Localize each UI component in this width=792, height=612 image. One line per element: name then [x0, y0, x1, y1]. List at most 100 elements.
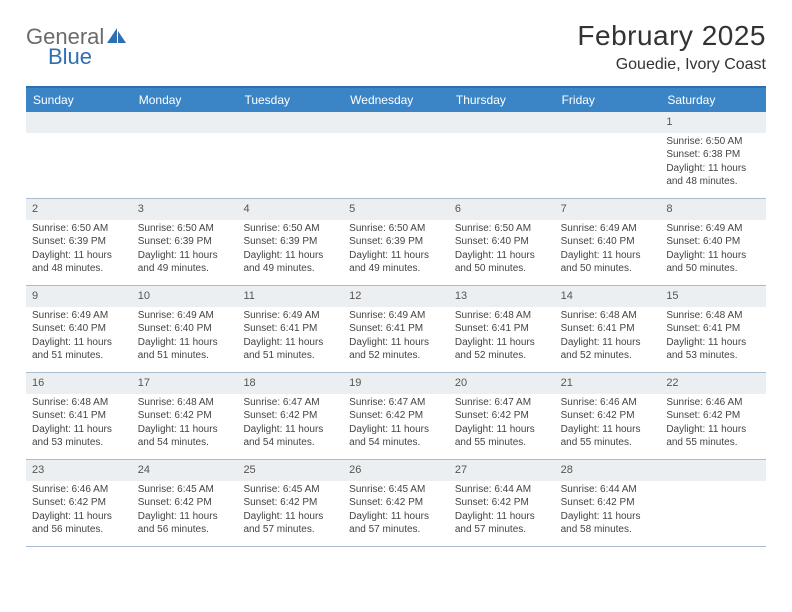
day-number: 16 [26, 373, 132, 394]
sunset-text: Sunset: 6:39 PM [138, 235, 232, 249]
sunrise-text: Sunrise: 6:48 AM [561, 309, 655, 323]
day-number: 6 [449, 199, 555, 220]
sunrise-text: Sunrise: 6:49 AM [138, 309, 232, 323]
calendar-cell-empty: . [26, 112, 132, 198]
day-number: 23 [26, 460, 132, 481]
daylight-text: Daylight: 11 hours and 51 minutes. [138, 336, 232, 363]
calendar-cell: 16Sunrise: 6:48 AMSunset: 6:41 PMDayligh… [26, 373, 132, 459]
sunrise-text: Sunrise: 6:45 AM [349, 483, 443, 497]
sunrise-text: Sunrise: 6:45 AM [243, 483, 337, 497]
day-header-row: SundayMondayTuesdayWednesdayThursdayFrid… [26, 88, 766, 112]
sunset-text: Sunset: 6:42 PM [455, 496, 549, 510]
daylight-text: Daylight: 11 hours and 58 minutes. [561, 510, 655, 537]
page-title: February 2025 [577, 20, 766, 52]
calendar-cell: 18 Sunrise: 6:47 AMSunset: 6:42 PMDayligh… [237, 373, 343, 459]
day-number: 3 [132, 199, 238, 220]
logo-sail-icon [106, 26, 128, 44]
day-number: 9 [26, 286, 132, 307]
sunset-text: Sunset: 6:42 PM [32, 496, 126, 510]
sunset-text: Sunset: 6:42 PM [243, 496, 337, 510]
sunset-text: Sunset: 6:40 PM [455, 235, 549, 249]
day-number: 19 [343, 373, 449, 394]
day-details: Sunrise: 6:48 AMSunset: 6:41 PMDaylight:… [660, 307, 766, 367]
calendar-cell: 23Sunrise: 6:46 AMSunset: 6:42 PMDayligh… [26, 460, 132, 546]
sunset-text: Sunset: 6:41 PM [666, 322, 760, 336]
daylight-text: Daylight: 11 hours and 49 minutes. [243, 249, 337, 276]
calendar-cell: 8Sunrise: 6:49 AMSunset: 6:40 PMDaylight… [660, 199, 766, 285]
day-number: 18 [237, 373, 343, 394]
calendar-cell: 25Sunrise: 6:45 AMSunset: 6:42 PMDayligh… [237, 460, 343, 546]
calendar-cell: 15Sunrise: 6:48 AMSunset: 6:41 PMDayligh… [660, 286, 766, 372]
daylight-text: Daylight: 11 hours and 55 minutes. [561, 423, 655, 450]
sunset-text: Sunset: 6:42 PM [138, 409, 232, 423]
day-details: Sunrise: 6:49 AMSunset: 6:40 PMDaylight:… [132, 307, 238, 367]
day-number: 17 [132, 373, 238, 394]
sunrise-text: Sunrise: 6:49 AM [561, 222, 655, 236]
day-number: 26 [343, 460, 449, 481]
sunrise-text: Sunrise: 6:47 AM [455, 396, 549, 410]
calendar-cell: 1Sunrise: 6:50 AMSunset: 6:38 PMDaylight… [660, 112, 766, 198]
day-header-wednesday: Wednesday [343, 88, 449, 112]
sunset-text: Sunset: 6:42 PM [349, 496, 443, 510]
calendar-cell-empty: . [449, 112, 555, 198]
sunset-text: Sunset: 6:40 PM [32, 322, 126, 336]
day-number: 4 [237, 199, 343, 220]
daylight-text: Daylight: 11 hours and 54 minutes. [243, 423, 337, 450]
sunset-text: Sunset: 6:41 PM [349, 322, 443, 336]
sunrise-text: Sunrise: 6:50 AM [666, 135, 760, 149]
day-details: Sunrise: 6:44 AMSunset: 6:42 PMDaylight:… [449, 481, 555, 541]
calendar-cell: 26Sunrise: 6:45 AMSunset: 6:42 PMDayligh… [343, 460, 449, 546]
day-details: Sunrise: 6:44 AMSunset: 6:42 PMDaylight:… [555, 481, 661, 541]
sunrise-text: Sunrise: 6:49 AM [243, 309, 337, 323]
calendar-cell: 2Sunrise: 6:50 AMSunset: 6:39 PMDaylight… [26, 199, 132, 285]
daylight-text: Daylight: 11 hours and 56 minutes. [138, 510, 232, 537]
location-text: Gouedie, Ivory Coast [577, 56, 766, 74]
sunrise-text: Sunrise: 6:50 AM [138, 222, 232, 236]
sunset-text: Sunset: 6:39 PM [243, 235, 337, 249]
calendar-cell-empty: . [237, 112, 343, 198]
day-details: Sunrise: 6:45 AMSunset: 6:42 PMDaylight:… [132, 481, 238, 541]
logo: General Blue [26, 26, 128, 68]
title-block: February 2025 Gouedie, Ivory Coast [577, 20, 766, 74]
week-row: 2Sunrise: 6:50 AMSunset: 6:39 PMDaylight… [26, 199, 766, 286]
calendar-cell-empty: . [343, 112, 449, 198]
sunrise-text: Sunrise: 6:48 AM [138, 396, 232, 410]
day-number: 28 [555, 460, 661, 481]
day-details: Sunrise: 6:46 AMSunset: 6:42 PMDaylight:… [26, 481, 132, 541]
day-details: Sunrise: 6:50 AMSunset: 6:39 PMDaylight:… [237, 220, 343, 280]
sunset-text: Sunset: 6:42 PM [243, 409, 337, 423]
day-details: Sunrise: 6:47 AMSunset: 6:42 PMDaylight:… [343, 394, 449, 454]
calendar-cell: 11Sunrise: 6:49 AMSunset: 6:41 PMDayligh… [237, 286, 343, 372]
day-details: Sunrise: 6:45 AMSunset: 6:42 PMDaylight:… [343, 481, 449, 541]
day-header-tuesday: Tuesday [237, 88, 343, 112]
day-number: 27 [449, 460, 555, 481]
sunset-text: Sunset: 6:40 PM [561, 235, 655, 249]
day-details: Sunrise: 6:48 AMSunset: 6:41 PMDaylight:… [449, 307, 555, 367]
calendar-cell: 21Sunrise: 6:46 AMSunset: 6:42 PMDayligh… [555, 373, 661, 459]
calendar-cell: 6Sunrise: 6:50 AMSunset: 6:40 PMDaylight… [449, 199, 555, 285]
day-number: 25 [237, 460, 343, 481]
sunrise-text: Sunrise: 6:47 AM [243, 396, 337, 410]
daylight-text: Daylight: 11 hours and 54 minutes. [349, 423, 443, 450]
sunset-text: Sunset: 6:42 PM [349, 409, 443, 423]
week-row: ......1Sunrise: 6:50 AMSunset: 6:38 PMDa… [26, 112, 766, 199]
daylight-text: Daylight: 11 hours and 55 minutes. [455, 423, 549, 450]
sunrise-text: Sunrise: 6:48 AM [32, 396, 126, 410]
day-details: Sunrise: 6:50 AMSunset: 6:40 PMDaylight:… [449, 220, 555, 280]
day-details: Sunrise: 6:45 AMSunset: 6:42 PMDaylight:… [237, 481, 343, 541]
sunrise-text: Sunrise: 6:50 AM [349, 222, 443, 236]
sunset-text: Sunset: 6:42 PM [138, 496, 232, 510]
day-details: Sunrise: 6:47 AMSunset: 6:42 PMDaylight:… [449, 394, 555, 454]
day-number: 21 [555, 373, 661, 394]
day-header-monday: Monday [132, 88, 238, 112]
day-details: Sunrise: 6:50 AMSunset: 6:39 PMDaylight:… [343, 220, 449, 280]
sunset-text: Sunset: 6:41 PM [32, 409, 126, 423]
day-details: Sunrise: 6:50 AMSunset: 6:39 PMDaylight:… [132, 220, 238, 280]
sunset-text: Sunset: 6:41 PM [561, 322, 655, 336]
calendar-cell: 14Sunrise: 6:48 AMSunset: 6:41 PMDayligh… [555, 286, 661, 372]
daylight-text: Daylight: 11 hours and 56 minutes. [32, 510, 126, 537]
day-number: 15 [660, 286, 766, 307]
daylight-text: Daylight: 11 hours and 57 minutes. [243, 510, 337, 537]
sunrise-text: Sunrise: 6:48 AM [666, 309, 760, 323]
header: General Blue February 2025 Gouedie, Ivor… [26, 20, 766, 74]
